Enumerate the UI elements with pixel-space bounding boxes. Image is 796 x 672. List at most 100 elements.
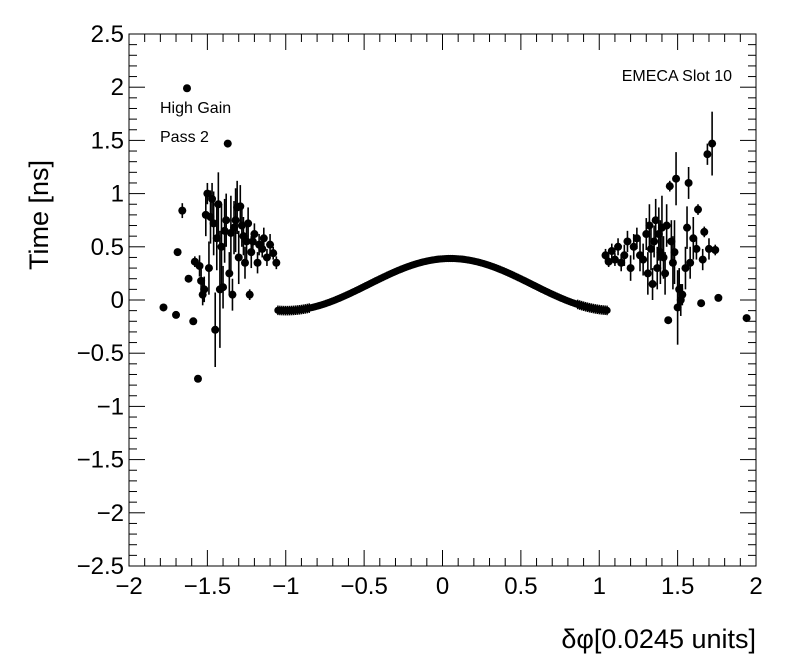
y-tick-label: 0 [111, 287, 124, 314]
data-point [711, 245, 720, 254]
data-point [645, 221, 654, 230]
data-point [219, 283, 228, 292]
x-tick-label: 2 [749, 573, 762, 600]
x-tick-label: −1.5 [184, 573, 231, 600]
x-tick-label: 0.5 [504, 573, 537, 600]
data-point [262, 253, 271, 262]
data-point [182, 84, 191, 93]
data-point [683, 223, 692, 232]
data-point [668, 258, 677, 267]
x-tick-label: 1.5 [661, 573, 694, 600]
data-point [197, 276, 206, 285]
data-point [247, 248, 256, 257]
data-point [607, 247, 616, 256]
y-axis-title: Time [ns] [24, 160, 54, 270]
data-point [620, 251, 629, 260]
data-point [203, 189, 212, 198]
data-point [195, 261, 204, 270]
data-point [694, 205, 703, 214]
y-tick-label: −1 [97, 393, 124, 420]
y-tick-label: −0.5 [77, 340, 124, 367]
data-point [208, 194, 217, 203]
gain-annotation: High Gain [160, 100, 231, 117]
data-point [686, 258, 695, 267]
y-tick-label: −1.5 [77, 447, 124, 474]
data-point [244, 219, 253, 228]
pass-annotation: Pass 2 [160, 129, 209, 146]
data-point [697, 299, 706, 308]
data-point [643, 269, 652, 278]
data-point [253, 258, 262, 267]
data-point [659, 253, 668, 262]
data-point [225, 269, 234, 278]
data-point [665, 182, 674, 191]
data-point [604, 257, 613, 266]
data-point [214, 200, 223, 209]
y-tick-label: −2 [97, 500, 124, 527]
data-point [184, 274, 193, 283]
y-tick-label: −2.5 [77, 553, 124, 580]
data-point [672, 174, 681, 183]
data-point [700, 227, 709, 236]
data-point [259, 234, 268, 243]
data-point [650, 237, 659, 246]
core-data-point [603, 306, 611, 314]
data-point [212, 234, 221, 243]
data-point [708, 139, 717, 148]
data-point [614, 242, 623, 251]
data-point [670, 248, 679, 257]
data-point [204, 264, 213, 273]
data-point [234, 253, 243, 262]
data-point [648, 280, 657, 289]
data-point [269, 249, 278, 258]
data-point [684, 178, 693, 187]
x-tick-label: 1 [593, 573, 606, 600]
x-tick-label: −0.5 [340, 573, 387, 600]
data-point [714, 293, 723, 302]
data-point [623, 237, 632, 246]
data-point [200, 285, 209, 294]
data-point [172, 310, 181, 319]
x-tick-label: 0 [436, 573, 449, 600]
data-point [610, 255, 619, 264]
data-point [189, 317, 198, 326]
data-point [664, 316, 673, 325]
y-tick-label: 0.5 [91, 234, 124, 261]
x-tick-label: −2 [115, 573, 142, 600]
data-point [250, 230, 259, 239]
data-point [258, 244, 267, 253]
data-point [209, 219, 218, 228]
data-point [236, 202, 245, 211]
data-point [626, 264, 635, 273]
y-tick-label: 1 [111, 181, 124, 208]
data-point [653, 264, 662, 273]
data-point [662, 221, 671, 230]
y-tick-label: 2 [111, 74, 124, 101]
data-point [228, 290, 237, 299]
data-point [639, 255, 648, 264]
data-point [206, 213, 215, 222]
data-point [159, 303, 168, 312]
data-point [242, 237, 251, 246]
data-point [245, 290, 254, 299]
data-point [272, 258, 281, 267]
x-axis-title: δφ[0.0245 units] [561, 624, 756, 654]
data-point [222, 216, 231, 225]
data-point [646, 244, 655, 253]
data-point [704, 244, 713, 253]
data-point [692, 244, 701, 253]
data-point [678, 290, 687, 299]
data-point [211, 325, 220, 334]
data-point [178, 206, 187, 215]
data-point [742, 314, 751, 323]
data-point [193, 374, 202, 383]
y-tick-label: 1.5 [91, 127, 124, 154]
slot-annotation: EMECA Slot 10 [622, 68, 732, 85]
data-point [681, 264, 690, 273]
data-point [661, 269, 670, 278]
data-point [240, 258, 249, 267]
data-point [601, 251, 610, 260]
data-point [689, 234, 698, 243]
y-tick-label: 2.5 [91, 21, 124, 48]
data-point [698, 255, 707, 264]
